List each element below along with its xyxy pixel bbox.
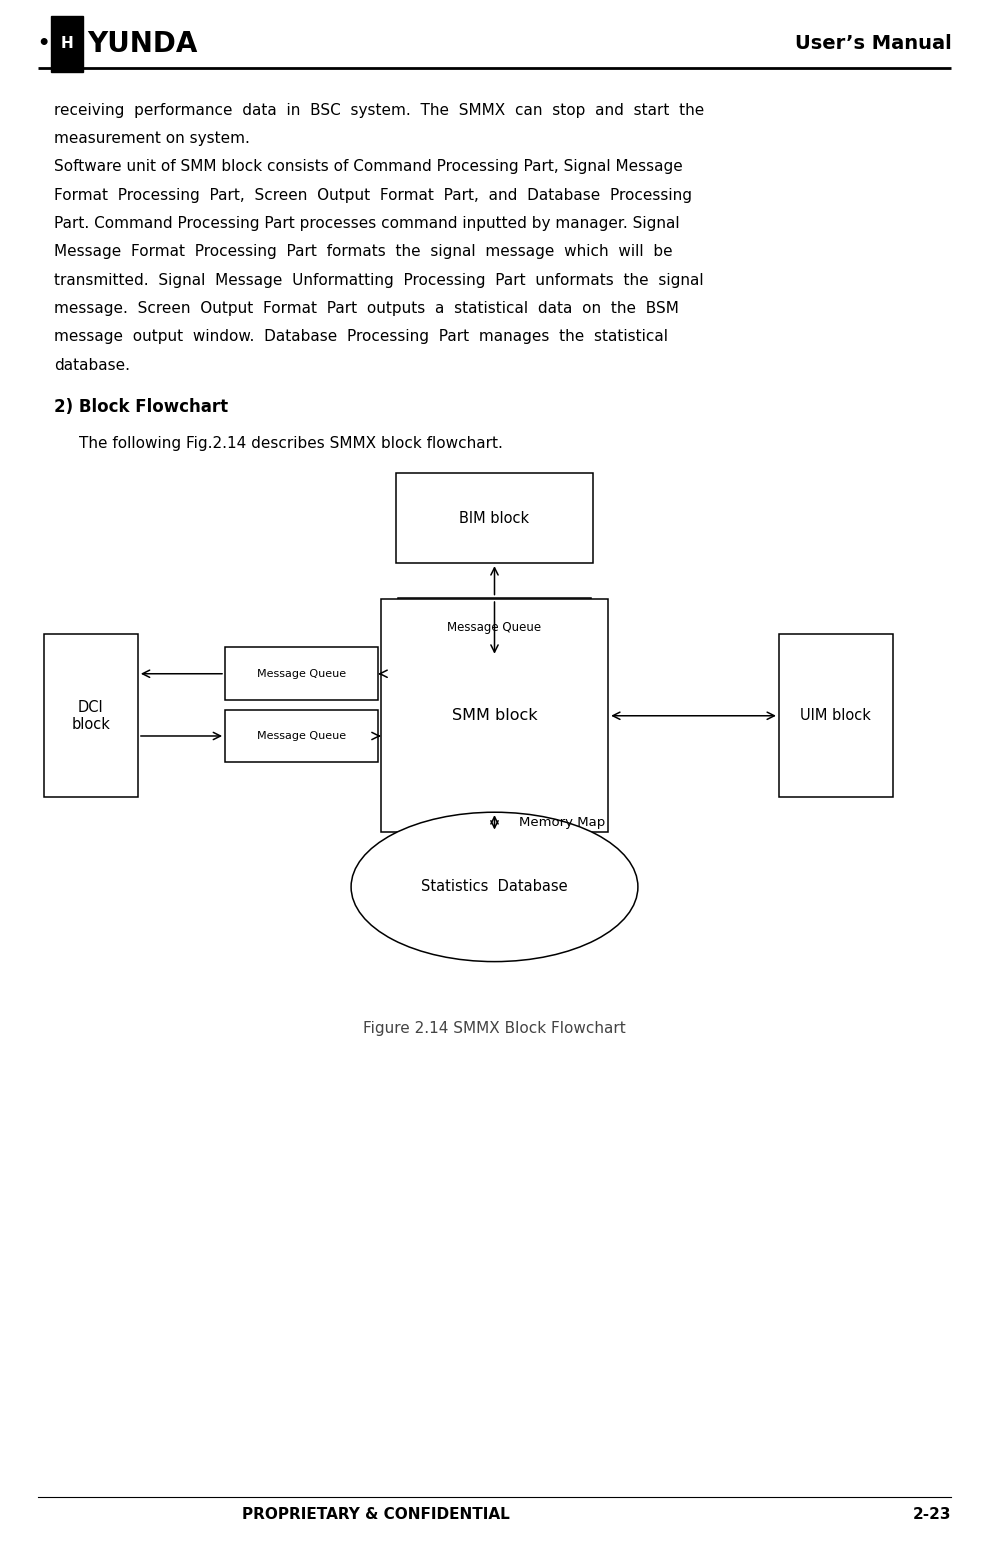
Text: The following Fig.2.14 describes SMMX block flowchart.: The following Fig.2.14 describes SMMX bl… [79,436,503,451]
Text: Figure 2.14 SMMX Block Flowchart: Figure 2.14 SMMX Block Flowchart [363,1021,626,1036]
Text: transmitted.  Signal  Message  Unformatting  Processing  Part  unformats  the  s: transmitted. Signal Message Unformatting… [54,272,704,288]
Text: database.: database. [54,358,131,372]
FancyBboxPatch shape [225,647,378,700]
FancyBboxPatch shape [398,598,590,657]
FancyBboxPatch shape [225,710,378,762]
Text: message  output  window.  Database  Processing  Part  manages  the  statistical: message output window. Database Processi… [54,330,669,344]
Text: measurement on system.: measurement on system. [54,131,250,146]
Text: message.  Screen  Output  Format  Part  outputs  a  statistical  data  on  the  : message. Screen Output Format Part outpu… [54,300,679,316]
Text: Message Queue: Message Queue [257,731,346,741]
Text: User’s Manual: User’s Manual [795,34,951,53]
Text: Statistics  Database: Statistics Database [421,879,568,895]
FancyBboxPatch shape [381,599,608,832]
Text: Message  Format  Processing  Part  formats  the  signal  message  which  will  b: Message Format Processing Part formats t… [54,244,674,260]
FancyBboxPatch shape [396,473,593,563]
Text: Message Queue: Message Queue [447,621,542,633]
Bar [51,16,83,72]
Text: H: H [61,36,73,51]
Text: UIM block: UIM block [800,708,871,724]
Text: YUNDA: YUNDA [87,30,198,58]
Text: •: • [38,34,50,53]
Text: Software unit of SMM block consists of Command Processing Part, Signal Message: Software unit of SMM block consists of C… [54,159,683,174]
Text: receiving  performance  data  in  BSC  system.  The  SMMX  can  stop  and  start: receiving performance data in BSC system… [54,103,704,118]
Text: SMM block: SMM block [452,708,537,724]
Text: Memory Map: Memory Map [519,815,605,829]
Text: Part. Command Processing Part processes command inputted by manager. Signal: Part. Command Processing Part processes … [54,216,680,230]
Text: Format  Processing  Part,  Screen  Output  Format  Part,  and  Database  Process: Format Processing Part, Screen Output Fo… [54,188,692,202]
Text: Message Queue: Message Queue [257,669,346,678]
FancyBboxPatch shape [779,635,893,798]
Text: BIM block: BIM block [460,510,529,526]
Text: PROPRIETARY & CONFIDENTIAL: PROPRIETARY & CONFIDENTIAL [242,1506,509,1522]
FancyBboxPatch shape [45,635,138,798]
Text: 2-23: 2-23 [913,1506,951,1522]
Ellipse shape [351,812,638,962]
Text: 2) Block Flowchart: 2) Block Flowchart [54,398,228,417]
Text: DCI
block: DCI block [71,700,111,731]
